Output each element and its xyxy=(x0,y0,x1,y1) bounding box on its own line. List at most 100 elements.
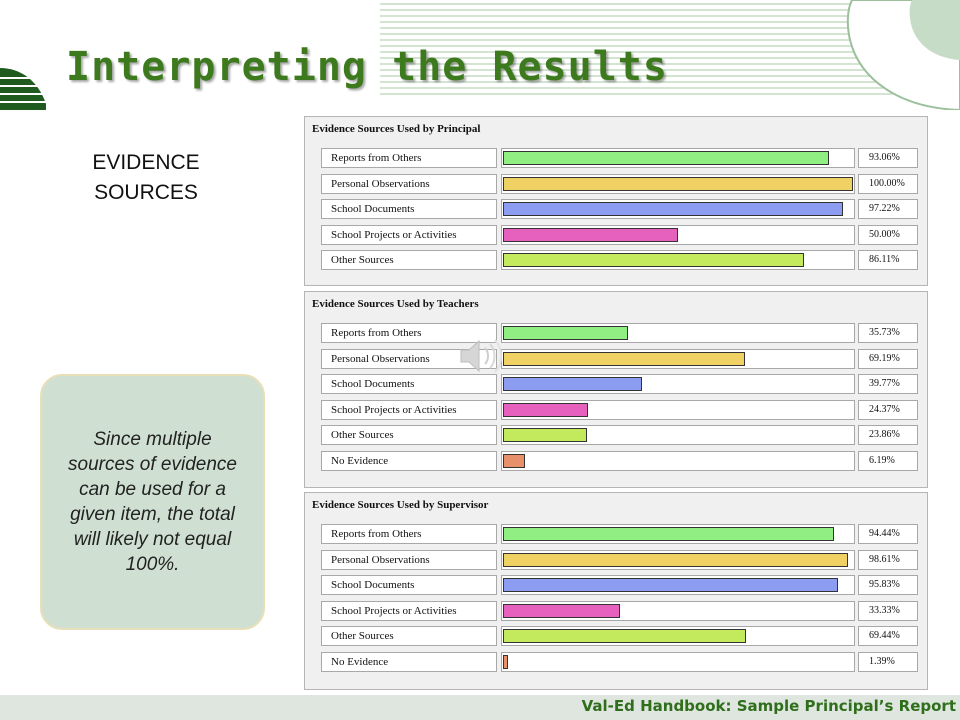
callout-box: Since multiple sources of evidence can b… xyxy=(40,374,265,630)
bar xyxy=(503,151,829,165)
bar-label: Reports from Others xyxy=(321,323,497,343)
bar-value-label: 6.19% xyxy=(858,451,918,471)
callout-text: Since multiple sources of evidence can b… xyxy=(68,429,237,575)
bar-label: School Documents xyxy=(321,374,497,395)
bar-value-label: 86.11% xyxy=(858,250,918,271)
bar-track xyxy=(501,549,855,570)
bar-value-label: 23.86% xyxy=(858,425,918,446)
bar-label: School Projects or Activities xyxy=(321,399,497,420)
bar-track xyxy=(501,652,855,672)
bar xyxy=(503,454,525,468)
bar xyxy=(503,402,589,417)
bar xyxy=(503,202,844,217)
bar-row: Personal Observations 69.19% xyxy=(321,348,921,369)
bar xyxy=(503,176,853,191)
bar-track xyxy=(501,425,855,446)
left-arc-decoration xyxy=(0,68,46,110)
bar-row: School Projects or Activities 33.33% xyxy=(321,600,921,621)
bar-track xyxy=(501,374,855,395)
bar-track xyxy=(501,224,855,245)
bar-row: Personal Observations 100.00% xyxy=(321,173,921,194)
bar-track xyxy=(501,199,855,220)
bar-label: Personal Observations xyxy=(321,348,497,369)
bar-value-label: 50.00% xyxy=(858,224,918,245)
bar-row: School Projects or Activities 24.37% xyxy=(321,399,921,420)
bar xyxy=(503,428,587,443)
bar xyxy=(503,326,629,340)
bar-row: School Documents 39.77% xyxy=(321,374,921,395)
section-label: EVIDENCE SOURCES xyxy=(92,151,200,204)
bar-value-label: 69.19% xyxy=(858,348,918,369)
bar-label: No Evidence xyxy=(321,652,497,672)
bar-label: Personal Observations xyxy=(321,549,497,570)
bar-row: School Documents 97.22% xyxy=(321,199,921,220)
bar-track xyxy=(501,348,855,369)
bar-value-label: 1.39% xyxy=(858,652,918,672)
bar-row: School Documents 95.83% xyxy=(321,575,921,596)
bar-value-label: 95.83% xyxy=(858,575,918,596)
bar-label: School Documents xyxy=(321,199,497,220)
bar-value-label: 33.33% xyxy=(858,600,918,621)
bar-value-label: 24.37% xyxy=(858,399,918,420)
bar-value-label: 100.00% xyxy=(858,173,918,194)
bar xyxy=(503,552,849,567)
bar-label: School Projects or Activities xyxy=(321,224,497,245)
bar-value-label: 39.77% xyxy=(858,374,918,395)
chart-title: Evidence Sources Used by Teachers xyxy=(312,298,479,310)
footer-bar xyxy=(0,695,960,720)
bar-row: Other Sources 23.86% xyxy=(321,425,921,446)
bar-value-label: 93.06% xyxy=(858,148,918,168)
bar xyxy=(503,629,747,644)
bar-label: Other Sources xyxy=(321,425,497,446)
bar xyxy=(503,603,620,618)
bar-track xyxy=(501,148,855,168)
bar-row: Other Sources 86.11% xyxy=(321,250,921,271)
bar-row: School Projects or Activities 50.00% xyxy=(321,224,921,245)
bar-label: Reports from Others xyxy=(321,524,497,544)
bar-row: No Evidence 1.39% xyxy=(321,652,921,672)
bar-label: School Projects or Activities xyxy=(321,600,497,621)
footer-text: Val-Ed Handbook: Sample Principal’s Repo… xyxy=(581,697,956,715)
chart-panel-principal: Evidence Sources Used by Principal Repor… xyxy=(304,116,928,286)
bar xyxy=(503,655,508,669)
bar-track xyxy=(501,451,855,471)
chart-title: Evidence Sources Used by Supervisor xyxy=(312,499,489,511)
chart-panel-supervisor: Evidence Sources Used by Supervisor Repo… xyxy=(304,492,928,690)
chart-title: Evidence Sources Used by Principal xyxy=(312,123,481,135)
corner-decoration xyxy=(846,0,960,110)
bar-value-label: 69.44% xyxy=(858,626,918,647)
bar-label: Personal Observations xyxy=(321,173,497,194)
bar-label: No Evidence xyxy=(321,451,497,471)
speaker-icon[interactable] xyxy=(457,336,505,376)
bar xyxy=(503,351,746,366)
bar-value-label: 94.44% xyxy=(858,524,918,544)
bar-row: Reports from Others 35.73% xyxy=(321,323,921,343)
bar-label: Other Sources xyxy=(321,626,497,647)
bar-track xyxy=(501,626,855,647)
bar-row: No Evidence 6.19% xyxy=(321,451,921,471)
bar-value-label: 97.22% xyxy=(858,199,918,220)
slide-title: Interpreting the Results xyxy=(66,44,668,90)
bar-track xyxy=(501,173,855,194)
bar xyxy=(503,527,834,541)
header-stripes xyxy=(380,3,960,95)
bar-row: Other Sources 69.44% xyxy=(321,626,921,647)
bar xyxy=(503,253,805,268)
bar xyxy=(503,377,643,392)
bar xyxy=(503,578,839,593)
bar-row: Reports from Others 93.06% xyxy=(321,148,921,168)
chart-panel-teachers: Evidence Sources Used by Teachers Report… xyxy=(304,291,928,488)
bar-label: Reports from Others xyxy=(321,148,497,168)
bar-track xyxy=(501,399,855,420)
bar-label: School Documents xyxy=(321,575,497,596)
bar xyxy=(503,227,678,242)
bar-label: Other Sources xyxy=(321,250,497,271)
bar-value-label: 35.73% xyxy=(858,323,918,343)
bar-value-label: 98.61% xyxy=(858,549,918,570)
bar-track xyxy=(501,524,855,544)
bar-track xyxy=(501,250,855,271)
bar-track xyxy=(501,575,855,596)
bar-track xyxy=(501,600,855,621)
bar-track xyxy=(501,323,855,343)
bar-row: Personal Observations 98.61% xyxy=(321,549,921,570)
